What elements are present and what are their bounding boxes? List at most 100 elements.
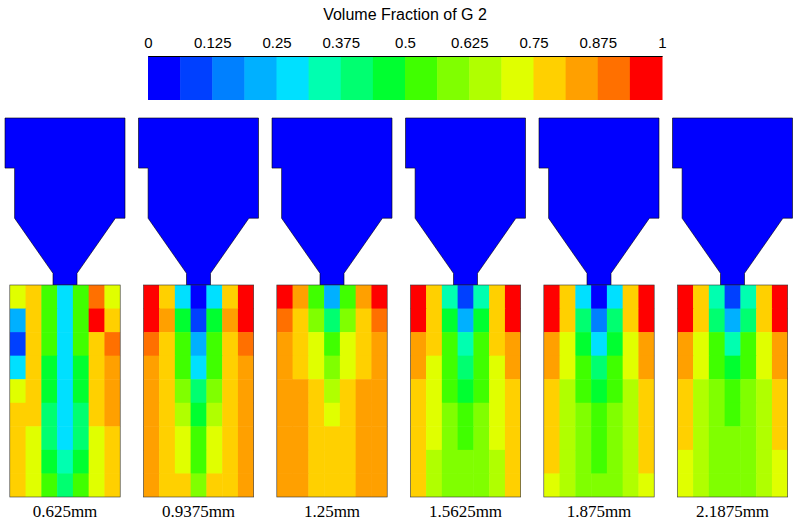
cell: [410, 473, 426, 497]
cell: [677, 403, 693, 427]
cell: [489, 426, 505, 450]
cell: [442, 379, 458, 403]
inlet-region: [139, 118, 259, 285]
cell: [693, 309, 709, 333]
cell: [575, 473, 591, 497]
cell: [505, 403, 521, 427]
chamber-outline: [277, 285, 387, 497]
cell: [426, 426, 442, 450]
colorbar-tick-label: 0.75: [519, 34, 548, 51]
cell: [143, 285, 159, 309]
cell: [356, 473, 372, 497]
cell: [560, 450, 576, 474]
cell: [89, 309, 105, 333]
cell: [293, 473, 309, 497]
colorbar-band: [566, 56, 599, 100]
cell: [356, 309, 372, 333]
cell: [222, 426, 238, 450]
cell: [693, 332, 709, 356]
cell: [623, 356, 639, 380]
cell: [693, 403, 709, 427]
cell: [591, 379, 607, 403]
cell: [725, 285, 741, 309]
cell: [560, 426, 576, 450]
cell: [175, 450, 191, 474]
cell: [638, 285, 654, 309]
cell: [426, 473, 442, 497]
panel-label: 1.875mm: [567, 502, 632, 521]
cell: [41, 332, 57, 356]
cell: [623, 309, 639, 333]
cell: [159, 356, 175, 380]
cell: [340, 285, 356, 309]
cell: [340, 426, 356, 450]
cell: [238, 309, 254, 333]
cell: [560, 309, 576, 333]
colorbar-band: [469, 56, 502, 100]
cell: [371, 379, 387, 403]
cell: [740, 450, 756, 474]
cell: [473, 403, 489, 427]
cell: [324, 285, 340, 309]
cell: [191, 473, 207, 497]
cell: [709, 450, 725, 474]
cell: [340, 332, 356, 356]
cell: [89, 473, 105, 497]
cell: [10, 309, 26, 333]
figure: Volume Fraction of G 200.1250.250.3750.5…: [0, 0, 800, 526]
cell: [371, 356, 387, 380]
colorbar-tick-label: 0.375: [322, 34, 360, 51]
cell: [206, 285, 222, 309]
cell: [575, 403, 591, 427]
cell: [308, 426, 324, 450]
cell: [693, 473, 709, 497]
cell: [222, 356, 238, 380]
cell: [308, 403, 324, 427]
cell: [591, 403, 607, 427]
cell: [175, 332, 191, 356]
cell: [159, 309, 175, 333]
cell: [175, 356, 191, 380]
cell: [426, 450, 442, 474]
cell: [560, 403, 576, 427]
cell: [238, 473, 254, 497]
colorbar-band: [277, 56, 310, 100]
cell: [238, 332, 254, 356]
cell: [26, 450, 42, 474]
cell: [442, 332, 458, 356]
cell: [591, 450, 607, 474]
cell: [340, 356, 356, 380]
cell: [426, 356, 442, 380]
cell: [104, 473, 120, 497]
cell: [442, 450, 458, 474]
chamber-outline: [143, 285, 253, 497]
colorbar-band: [373, 56, 406, 100]
panel: 2.1875mm: [673, 118, 793, 521]
cell: [324, 379, 340, 403]
cell: [426, 403, 442, 427]
chamber-outline: [677, 285, 787, 497]
cell: [191, 426, 207, 450]
cell: [740, 403, 756, 427]
cell: [293, 403, 309, 427]
cell: [73, 379, 89, 403]
cell: [222, 473, 238, 497]
cell: [159, 379, 175, 403]
cell: [623, 285, 639, 309]
cell: [772, 426, 788, 450]
colorbar-band: [630, 56, 663, 100]
cell: [206, 450, 222, 474]
cell: [26, 356, 42, 380]
colorbar-band: [534, 56, 567, 100]
cell: [324, 426, 340, 450]
cell: [175, 285, 191, 309]
cell: [544, 426, 560, 450]
cell: [159, 332, 175, 356]
cell: [238, 403, 254, 427]
cell: [725, 403, 741, 427]
cell: [143, 403, 159, 427]
cell: [104, 403, 120, 427]
cell: [725, 309, 741, 333]
cell: [740, 356, 756, 380]
cell: [41, 450, 57, 474]
